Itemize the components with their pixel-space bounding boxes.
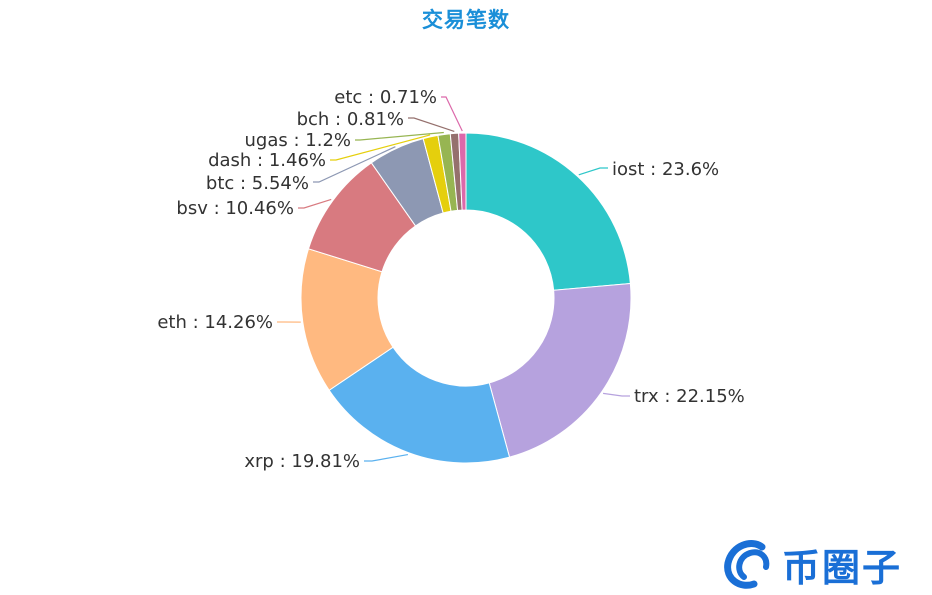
chart-title: 交易笔数 — [422, 8, 510, 32]
leader-line-trx — [602, 392, 630, 397]
chart-labels: iost : 23.6% trx : 22.15% xrp : 19.81% eth … — [157, 87, 744, 472]
label-bsv: bsv : 10.46% — [176, 198, 294, 219]
leader-line-iost — [578, 167, 608, 176]
label-bch: bch : 0.81% — [297, 109, 404, 130]
label-etc: etc : 0.71% — [334, 87, 437, 108]
slice-iost[interactable] — [465, 132, 631, 291]
slice-etc[interactable] — [458, 132, 467, 211]
label-ugas: ugas : 1.2% — [245, 130, 351, 151]
label-trx: trx : 22.15% — [634, 386, 745, 407]
leader-line-xrp — [364, 453, 409, 462]
logo-icon — [724, 540, 770, 589]
label-btc: btc : 5.54% — [206, 173, 309, 194]
leader-line-ugas — [355, 131, 444, 141]
leader-line-bsv — [298, 198, 332, 209]
label-iost: iost : 23.6% — [612, 159, 719, 180]
label-xrp: xrp : 19.81% — [244, 451, 360, 472]
slice-xrp[interactable] — [328, 346, 511, 464]
leader-line-bch — [408, 117, 455, 132]
leader-line-etc — [441, 96, 463, 132]
label-dash: dash : 1.46% — [208, 150, 326, 171]
chart-leader-lines — [277, 96, 630, 462]
watermark-text: 币圈子 — [782, 545, 903, 590]
slice-trx[interactable] — [488, 282, 632, 458]
leader-line-dash — [330, 134, 431, 161]
leader-line-btc — [313, 146, 396, 183]
chart-slices — [300, 132, 632, 464]
label-eth: eth : 14.26% — [157, 312, 273, 333]
watermark-logo: 币圈子 — [722, 536, 928, 592]
